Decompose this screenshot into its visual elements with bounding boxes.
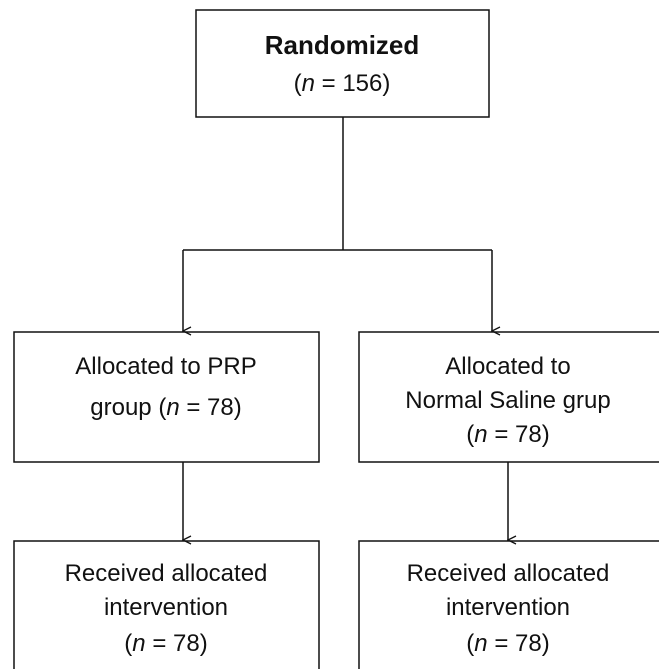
node-text-line: Received allocated [65, 560, 268, 587]
node-text-line: Normal Saline grup [405, 387, 610, 414]
node-box [13, 331, 320, 463]
node-text-line: (n = 78) [466, 421, 549, 448]
node-text-line: Received allocated [407, 560, 610, 587]
text-segment: ( [466, 421, 474, 448]
text-segment: = 156) [315, 70, 390, 97]
node-text-line: Allocated to [445, 353, 570, 380]
node-text-line: (n = 78) [124, 630, 207, 657]
text-segment: intervention [446, 594, 570, 621]
node-box [358, 540, 659, 669]
node-text-line: (n = 78) [466, 630, 549, 657]
text-segment: = 78) [146, 630, 208, 657]
node-text-line: intervention [104, 594, 228, 621]
node-text-line: Allocated to PRP [75, 353, 256, 380]
text-segment: Normal Saline grup [405, 387, 610, 414]
node-text-line: Randomized [265, 30, 420, 60]
text-segment: Received allocated [407, 560, 610, 587]
text-segment: n [474, 630, 487, 657]
text-segment: ( [294, 70, 302, 97]
text-segment: Allocated to [445, 353, 570, 380]
node-box [195, 9, 490, 118]
text-segment: n [474, 421, 487, 448]
node-box [13, 540, 320, 669]
connector [183, 117, 492, 251]
text-segment: ( [124, 630, 132, 657]
text-segment: = 78) [488, 421, 550, 448]
node-text-line: (n = 156) [294, 70, 391, 97]
text-segment: Received allocated [65, 560, 268, 587]
text-segment: ( [466, 630, 474, 657]
text-segment: n [302, 70, 315, 97]
text-segment: intervention [104, 594, 228, 621]
node-text-line: intervention [446, 594, 570, 621]
node-box [358, 331, 659, 463]
text-segment: = 78) [488, 630, 550, 657]
text-segment: group ( [90, 394, 166, 421]
node-text-line: group (n = 78) [90, 394, 241, 421]
text-segment: n [132, 630, 145, 657]
text-segment: n [166, 394, 179, 421]
text-segment: Allocated to PRP [75, 353, 256, 380]
text-segment: Randomized [265, 30, 420, 60]
text-segment: = 78) [180, 394, 242, 421]
